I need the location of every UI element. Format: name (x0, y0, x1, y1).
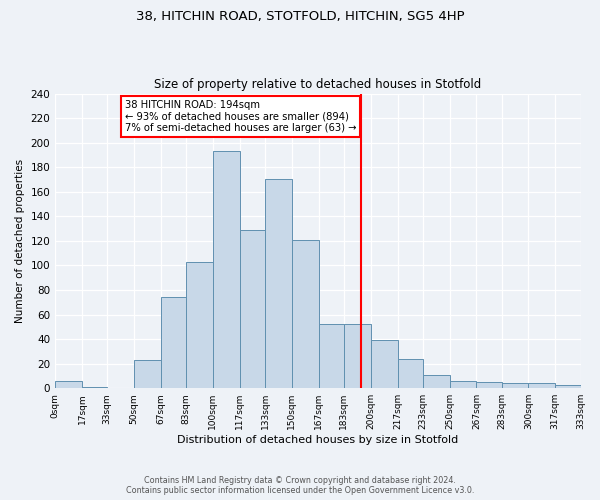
Bar (555, 384, 581, 388)
Bar (240, 230, 265, 388)
X-axis label: Distribution of detached houses by size in Stotfold: Distribution of detached houses by size … (177, 435, 458, 445)
Bar (502, 384, 529, 388)
Text: Contains HM Land Registry data © Crown copyright and database right 2024.
Contai: Contains HM Land Registry data © Crown c… (126, 476, 474, 495)
Bar (134, 360, 161, 388)
Bar (423, 374, 449, 388)
Bar (344, 324, 371, 388)
Text: 38 HITCHIN ROAD: 194sqm
← 93% of detached houses are smaller (894)
7% of semi-de: 38 HITCHIN ROAD: 194sqm ← 93% of detache… (125, 100, 356, 133)
Bar (82, 387, 107, 388)
Bar (55, 381, 82, 388)
Bar (265, 180, 292, 388)
Text: 38, HITCHIN ROAD, STOTFOLD, HITCHIN, SG5 4HP: 38, HITCHIN ROAD, STOTFOLD, HITCHIN, SG5… (136, 10, 464, 23)
Bar (186, 262, 213, 388)
Bar (476, 382, 502, 388)
Y-axis label: Number of detached properties: Number of detached properties (15, 159, 25, 323)
Bar (371, 340, 398, 388)
Bar (161, 298, 186, 388)
Bar (292, 240, 319, 388)
Bar (529, 384, 555, 388)
Bar (398, 358, 423, 388)
Bar (319, 324, 344, 388)
Bar (449, 381, 476, 388)
Title: Size of property relative to detached houses in Stotfold: Size of property relative to detached ho… (154, 78, 481, 91)
Bar (213, 152, 240, 388)
